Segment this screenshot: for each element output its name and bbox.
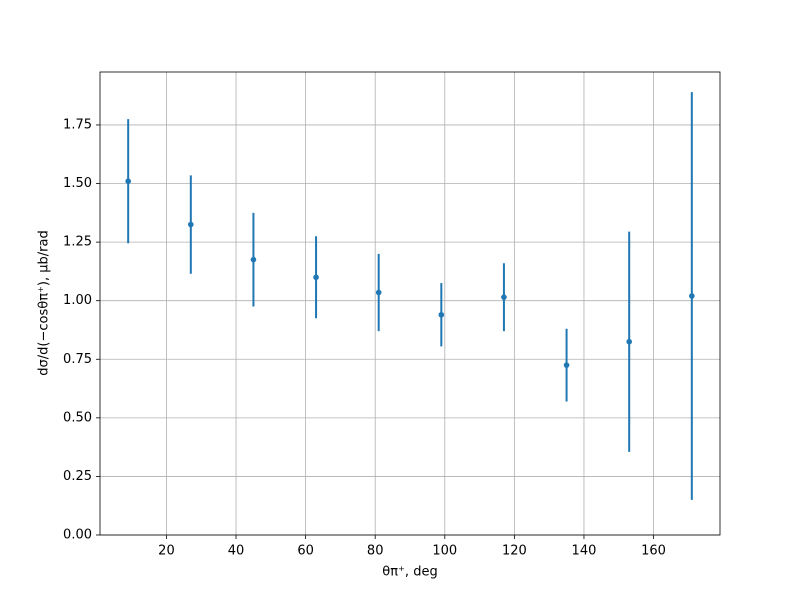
x-axis-label: θπ⁺, deg [382, 565, 437, 580]
data-point [689, 293, 695, 299]
data-point [313, 274, 319, 281]
data-point [563, 362, 570, 368]
y-tick-label: 1.00 [63, 293, 92, 308]
data-point [501, 294, 507, 300]
plot-frame [99, 71, 721, 536]
x-tick-label: 20 [158, 544, 175, 559]
y-tick-label: 0.00 [63, 528, 92, 543]
data-point [438, 311, 445, 318]
x-tick-label: 60 [297, 544, 314, 559]
x-tick-label: 160 [641, 544, 666, 559]
y-axis-label: dσ/d(−cosθπ⁺), μb/rad [37, 230, 52, 375]
y-tick-label: 0.50 [63, 410, 92, 425]
x-tick-label: 140 [572, 544, 597, 559]
data-point [188, 221, 194, 228]
x-tick-label: 100 [432, 544, 457, 559]
data-point [125, 178, 131, 184]
data-point [250, 256, 257, 263]
y-tick-label: 1.75 [63, 117, 92, 132]
x-tick-label: 120 [502, 544, 527, 559]
y-tick-label: 1.50 [63, 176, 92, 191]
x-tick-label: 40 [228, 544, 245, 559]
y-tick-label: 0.25 [63, 469, 92, 484]
y-tick-label: 0.75 [63, 352, 92, 367]
data-point [375, 289, 382, 296]
x-tick-label: 80 [367, 544, 384, 559]
data-point [626, 338, 632, 345]
y-tick-label: 1.25 [63, 235, 92, 250]
